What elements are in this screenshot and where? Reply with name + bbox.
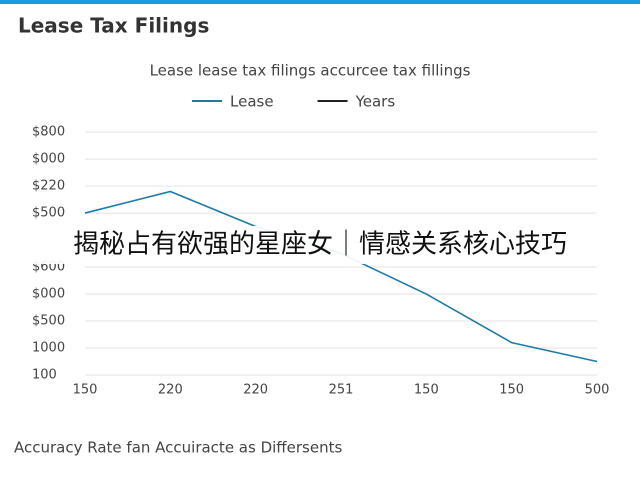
y-tick-label: $000 xyxy=(32,287,65,302)
y-tick-label: $500 xyxy=(32,206,65,221)
overlay-banner: 揭秘占有欲强的星座女｜情感关系核心技巧 xyxy=(73,230,567,260)
y-tick-label: 100 xyxy=(32,368,57,383)
y-tick-label: $220 xyxy=(32,179,65,194)
y-tick-label: $500 xyxy=(32,314,65,329)
y-tick-label: $000 xyxy=(32,152,65,167)
legend-label: Years xyxy=(355,93,396,111)
x-tick-label: 150 xyxy=(73,383,98,398)
overlay-band xyxy=(0,226,640,264)
line-series xyxy=(84,190,598,363)
y-tick-label: $800 xyxy=(32,125,65,140)
page-title: Lease Tax Filings xyxy=(18,14,209,38)
x-tick-label: 500 xyxy=(585,383,610,398)
x-axis-label: Accuracy Rate fan Accuiracte as Differse… xyxy=(14,439,342,457)
x-tick-label: 220 xyxy=(158,383,183,398)
x-tick-label: 220 xyxy=(243,383,268,398)
top-bar xyxy=(0,0,640,4)
legend-label: Lease xyxy=(230,93,274,111)
x-tick-label: 150 xyxy=(414,383,439,398)
chart-title: Lease lease tax filings accurcee tax fil… xyxy=(150,62,471,80)
x-tick-label: 251 xyxy=(329,383,354,398)
y-tick-label: 1000 xyxy=(32,341,65,356)
x-tick-label: 150 xyxy=(499,383,524,398)
